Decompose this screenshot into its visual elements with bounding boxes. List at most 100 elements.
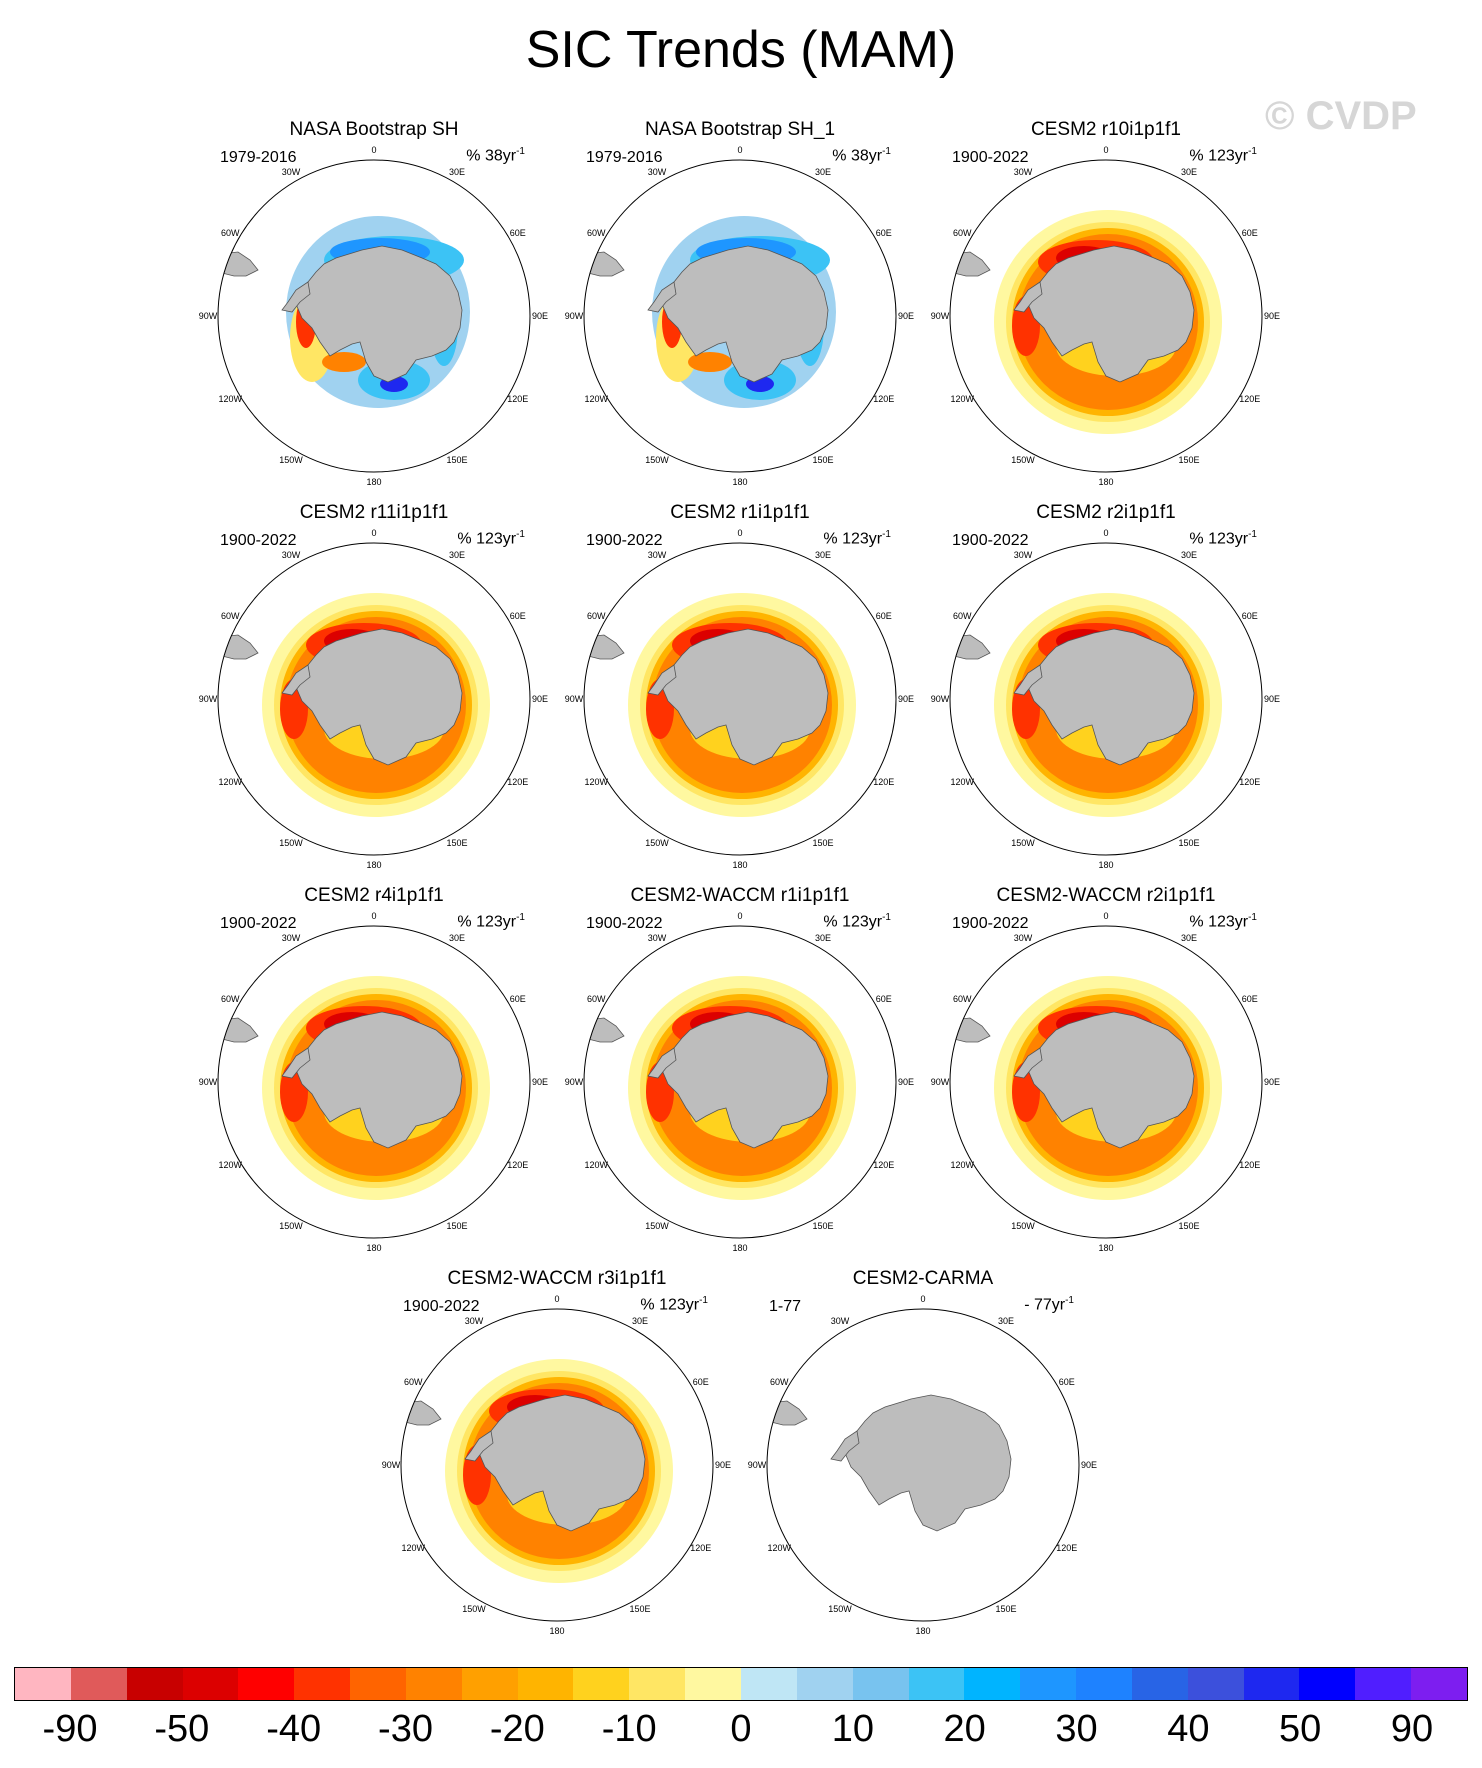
longitude-label: 90E — [532, 1077, 548, 1087]
map-boundary — [583, 159, 897, 473]
longitude-label: 150E — [446, 838, 467, 848]
colorbar-tick-label: -40 — [266, 1708, 322, 1750]
longitude-label: 30E — [1181, 550, 1197, 560]
longitude-label: 90W — [931, 694, 950, 704]
panel-period: 1900-2022 — [952, 915, 1029, 932]
map-boundary — [949, 925, 1263, 1239]
panel-title: CESM2 r11i1p1f1 — [299, 502, 449, 523]
colorbar-tick-label: 30 — [1055, 1708, 1098, 1750]
longitude-label: 90E — [1264, 311, 1280, 321]
longitude-label: 120E — [1056, 1543, 1077, 1553]
longitude-label: 120E — [1239, 1160, 1260, 1170]
antarctic-peninsula — [464, 1430, 494, 1462]
longitude-label: 60W — [587, 228, 606, 238]
colorbar-swatch — [1355, 1668, 1412, 1700]
colorbar-tick-label: 40 — [1167, 1708, 1210, 1750]
longitude-label: 150E — [629, 1604, 650, 1614]
longitude-label: 0 — [1103, 911, 1108, 921]
longitude-label: 30W — [1014, 167, 1033, 177]
longitude-label: 30E — [449, 933, 465, 943]
colorbar-swatch — [1131, 1668, 1188, 1700]
colorbar-swatch — [1243, 1668, 1300, 1700]
longitude-label: 60E — [693, 1377, 709, 1387]
longitude-label: 60E — [1242, 611, 1258, 621]
longitude-label: 30E — [815, 167, 831, 177]
longitude-label: 0 — [371, 145, 376, 155]
longitude-label: 180 — [366, 1243, 381, 1253]
longitude-label: 90E — [898, 1077, 914, 1087]
longitude-label: 120E — [873, 394, 894, 404]
panel-title: CESM2-WACCM r3i1p1f1 — [447, 1268, 667, 1289]
longitude-label: 60W — [953, 994, 972, 1004]
longitude-label: 0 — [737, 528, 742, 538]
antarctic-peninsula — [281, 281, 311, 313]
longitude-label: 150E — [812, 455, 833, 465]
longitude-label: 90W — [748, 1460, 767, 1470]
panel-title: CESM2-WACCM r2i1p1f1 — [996, 885, 1216, 906]
colorbar-tick-label: -30 — [378, 1708, 433, 1750]
longitude-label: 150W — [462, 1604, 486, 1614]
longitude-label: 180 — [366, 860, 381, 870]
panel-units: - 77yr-1 — [1024, 1295, 1074, 1314]
map-panel: 0 30E 60E 90E 120E 150E 180 150W 120W 90W 60W 30W NA… — [191, 118, 557, 488]
polar-map: 0 30E 60E 90E 120E 150E 180 150W 120W 90W 60W 30W — [931, 528, 1280, 870]
colorbar-swatch — [852, 1668, 909, 1700]
longitude-label: 120E — [507, 1160, 528, 1170]
antarctic-peninsula — [647, 281, 677, 313]
longitude-label: 90E — [1264, 694, 1280, 704]
longitude-label: 150W — [645, 838, 669, 848]
longitude-label: 90W — [931, 311, 950, 321]
map-panel: 0 30E 60E 90E 120E 150E 180 150W 120W 90W 60W 30W CE… — [374, 1267, 740, 1637]
polar-map: 0 30E 60E 90E 120E 150E 180 150W 120W 90W 60W 30W — [199, 911, 548, 1253]
map-boundary — [766, 1308, 1080, 1622]
longitude-label: 150W — [279, 455, 303, 465]
colorbar-tick-label: -10 — [601, 1708, 657, 1750]
panel-title: CESM2-WACCM r1i1p1f1 — [630, 885, 850, 906]
longitude-label: 120E — [873, 777, 894, 787]
colorbar-swatch — [740, 1668, 797, 1700]
longitude-label: 150E — [446, 1221, 467, 1231]
longitude-label: 90E — [898, 694, 914, 704]
longitude-label: 120W — [218, 1160, 242, 1170]
longitude-label: 150E — [995, 1604, 1016, 1614]
longitude-label: 30E — [1181, 933, 1197, 943]
longitude-label: 120W — [401, 1543, 425, 1553]
longitude-label: 0 — [1103, 145, 1108, 155]
longitude-label: 30W — [465, 1316, 484, 1326]
longitude-label: 120E — [873, 1160, 894, 1170]
longitude-label: 60E — [510, 611, 526, 621]
antarctic-peninsula — [1013, 664, 1043, 696]
colorbar-swatch — [1076, 1668, 1132, 1700]
map-boundary — [217, 542, 531, 856]
polar-map: 0 30E 60E 90E 120E 150E 180 150W 120W 90W 60W 30W — [931, 145, 1280, 487]
figure-title: SIC Trends (MAM) — [525, 21, 957, 79]
colorbar-swatch — [350, 1668, 406, 1700]
colorbar-tick-label: 20 — [943, 1708, 986, 1750]
panel-title: CESM2 r4i1p1f1 — [304, 885, 444, 906]
panel-title: CESM2 r10i1p1f1 — [1031, 119, 1181, 140]
colorbar-tick-label: -20 — [489, 1708, 545, 1750]
map-panel: 0 30E 60E 90E 120E 150E 180 150W 120W 90W 60W 30W CE… — [557, 884, 923, 1254]
map-boundary — [217, 159, 531, 473]
longitude-label: 30W — [1014, 550, 1033, 560]
longitude-label: 90E — [1264, 1077, 1280, 1087]
longitude-label: 90W — [565, 694, 584, 704]
longitude-label: 0 — [554, 1294, 559, 1304]
longitude-label: 120W — [950, 1160, 974, 1170]
longitude-label: 150E — [1178, 1221, 1199, 1231]
longitude-label: 90E — [532, 311, 548, 321]
map-panel: 0 30E 60E 90E 120E 150E 180 150W 120W 90W 60W 30W CE… — [191, 501, 557, 871]
map-panel: 0 30E 60E 90E 120E 150E 180 150W 120W 90W 60W 30W CE… — [923, 118, 1289, 488]
longitude-label: 120E — [1239, 394, 1260, 404]
longitude-label: 60W — [221, 994, 240, 1004]
colorbar-swatch — [1187, 1668, 1244, 1700]
longitude-label: 150W — [1011, 455, 1035, 465]
antarctic-peninsula — [281, 664, 311, 696]
longitude-label: 150E — [812, 1221, 833, 1231]
colorbar-swatch — [1020, 1668, 1077, 1700]
longitude-label: 60E — [876, 994, 892, 1004]
longitude-label: 60E — [510, 228, 526, 238]
longitude-label: 180 — [915, 1626, 930, 1636]
colorbar-swatch — [70, 1668, 127, 1700]
antarctic-peninsula — [830, 1430, 860, 1462]
